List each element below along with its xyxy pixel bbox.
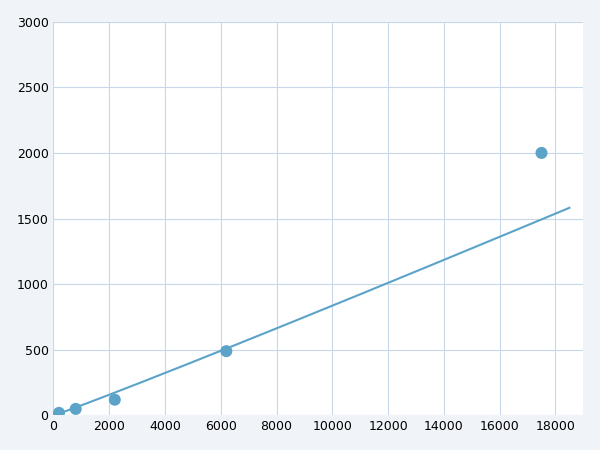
Point: [221, 347, 231, 355]
Point: [54, 409, 64, 416]
Point: [536, 149, 546, 157]
Point: [71, 405, 80, 413]
Point: [110, 396, 119, 403]
